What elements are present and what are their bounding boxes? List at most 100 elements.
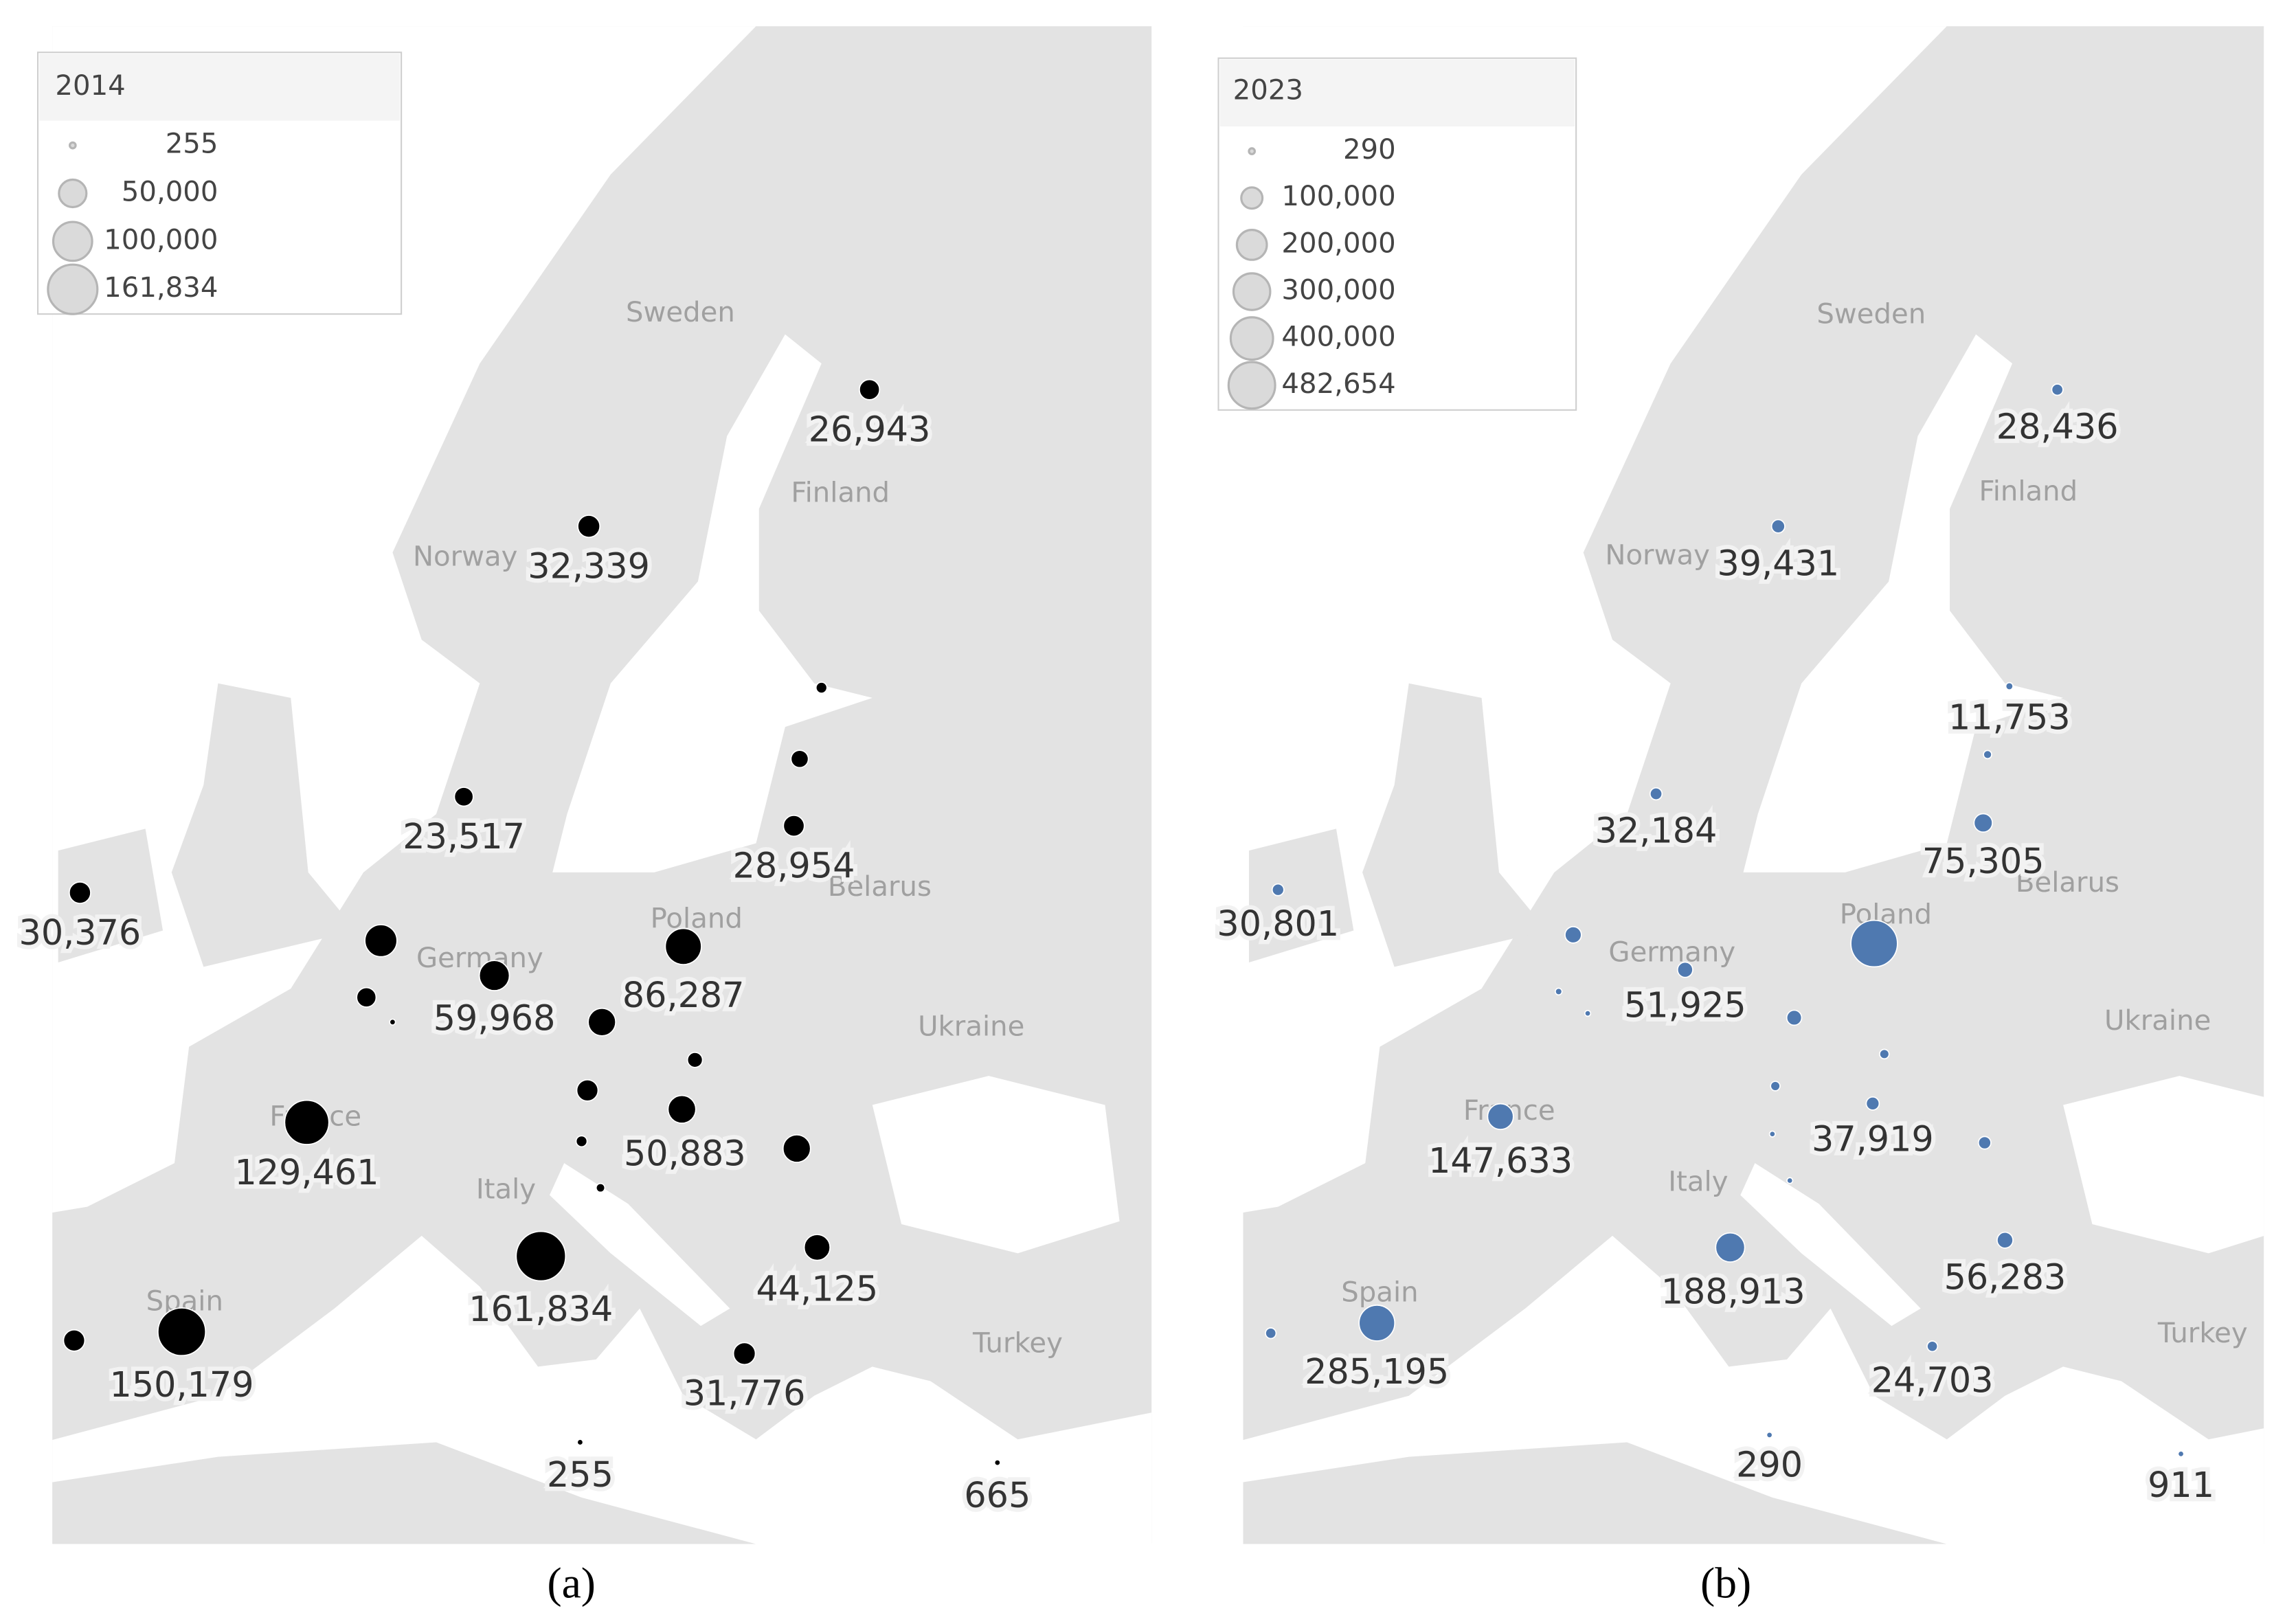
bubble-label: 23,517 (403, 816, 525, 857)
bubble (1649, 787, 1663, 801)
bubble (587, 1007, 617, 1037)
bubble (1983, 749, 1992, 760)
bubble (1676, 961, 1693, 978)
legend-label: 400,000 (1281, 322, 1395, 353)
legend-circle (58, 178, 88, 209)
bubble (575, 1135, 588, 1148)
bubble-label: 28,954 (733, 845, 855, 886)
panel-label: (a) (547, 1559, 595, 1608)
bubble-label: 188,913 (1661, 1272, 1805, 1312)
bubble (790, 749, 809, 769)
legend-circle (47, 263, 99, 315)
bubble-label: 32,184 (1595, 811, 1718, 851)
bubble (859, 379, 881, 401)
bubble-label: 31,776 (684, 1373, 806, 1414)
bubble-label: 30,801 (1217, 903, 1339, 944)
bubble-label: 44,125 (756, 1268, 879, 1309)
bubble (993, 1458, 1001, 1467)
legend-circle (1240, 186, 1264, 210)
bubble (63, 1329, 86, 1352)
legend-label: 100,000 (1281, 181, 1395, 212)
country-label: Finland (791, 477, 890, 509)
bubble (1786, 1009, 1803, 1026)
bubble (1770, 1081, 1781, 1092)
bubble-label: 39,431 (1717, 543, 1839, 583)
bubble (1879, 1048, 1890, 1060)
bubble (1770, 519, 1786, 534)
bubble (686, 1052, 703, 1068)
bubble-label: 86,287 (622, 975, 745, 1015)
bubble-label: 665 (964, 1475, 1031, 1515)
bubble-label: 147,633 (1428, 1140, 1573, 1181)
legend-circle (1227, 361, 1276, 410)
bubble (2177, 1450, 2185, 1458)
bubble (478, 960, 510, 991)
country-label: Italy (476, 1173, 536, 1205)
country-label: Ukraine (2104, 1005, 2211, 1037)
legend: 2014 255 50,000 100,000 161,834 (36, 52, 403, 315)
country-label: Poland (651, 903, 743, 935)
country-label: Turkey (972, 1328, 1063, 1360)
bubble (2005, 681, 2014, 691)
bubble (453, 787, 474, 807)
bubble-label: 51,925 (1624, 985, 1746, 1026)
bubble-label: 50,883 (624, 1134, 746, 1174)
bubble-label: 30,376 (19, 912, 142, 953)
country-label: Finland (1979, 475, 2078, 507)
bubble (1715, 1232, 1746, 1263)
legend-title: 2014 (55, 70, 125, 102)
country-label: Spain (1341, 1277, 1418, 1309)
panel-label: (b) (1700, 1559, 1751, 1608)
bubble-label: 11,753 (1948, 697, 2071, 738)
bubble (1555, 987, 1563, 996)
bubble (356, 986, 377, 1008)
country-label: Norway (1605, 540, 1710, 572)
legend-label: 482,654 (1281, 368, 1395, 400)
country-label: Germany (1608, 936, 1735, 968)
bubble-label: 26,943 (809, 409, 931, 450)
legend-header (1219, 59, 1575, 127)
legend-title: 2023 (1233, 74, 1303, 106)
bubble (1977, 1136, 1992, 1150)
legend-label: 255 (166, 128, 218, 160)
bubble-label: 290 (1736, 1444, 1803, 1485)
legend-label: 100,000 (104, 224, 218, 256)
legend-circle (68, 141, 77, 150)
bubble (1926, 1340, 1939, 1353)
country-label: Italy (1668, 1166, 1728, 1198)
country-label: Belarus (2016, 867, 2119, 899)
bubble (1996, 1231, 2014, 1249)
bubble (1358, 1305, 1396, 1342)
country-label: Ukraine (918, 1011, 1024, 1042)
bubble (576, 1439, 584, 1446)
bubble (68, 881, 91, 904)
bubble (1271, 883, 1285, 896)
bubble (364, 924, 398, 958)
bubble (1265, 1327, 1277, 1340)
bubble (803, 1234, 831, 1261)
bubble (732, 1342, 756, 1366)
bubble (515, 1230, 567, 1282)
bubble-label: 28,436 (1996, 406, 2119, 447)
legend-label: 200,000 (1281, 227, 1395, 259)
bubble (2051, 383, 2064, 396)
bubble-label: 56,283 (1944, 1256, 2067, 1297)
bubble-label: 129,461 (235, 1152, 379, 1193)
legend-circle (1229, 316, 1274, 361)
bubble (664, 927, 702, 965)
legend-circle (52, 221, 93, 262)
bubble-label: 911 (2148, 1465, 2214, 1505)
bubble (389, 1018, 396, 1026)
legend-label: 50,000 (122, 176, 218, 207)
bubble (1786, 1177, 1794, 1184)
legend-label: 290 (1343, 134, 1396, 166)
legend-header (39, 54, 401, 121)
bubble-label: 75,305 (1922, 841, 2045, 881)
country-label: Turkey (2157, 1318, 2248, 1349)
bubble (157, 1307, 207, 1357)
bubble (284, 1099, 330, 1145)
bubble (1973, 813, 1993, 833)
bubble-label: 32,339 (528, 546, 650, 587)
